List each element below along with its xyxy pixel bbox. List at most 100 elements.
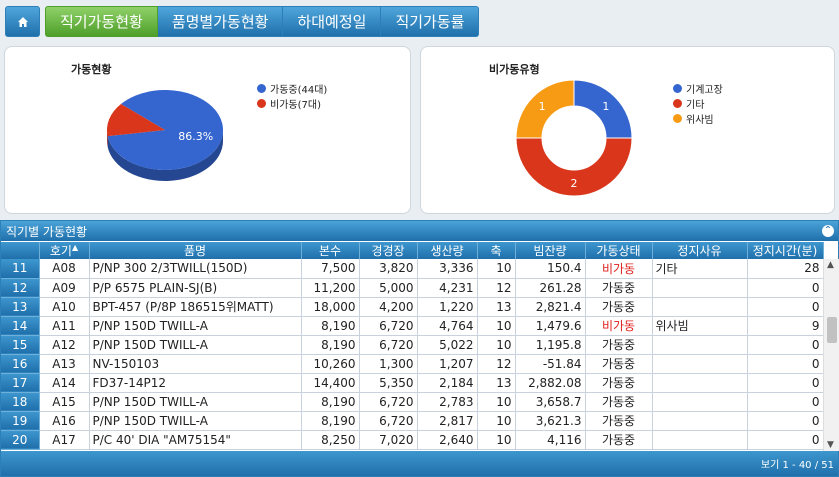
legend-label: 기타 (686, 100, 705, 111)
scroll-up-icon[interactable]: ▲ (827, 260, 834, 270)
table-row[interactable]: 18 A15 P/NP 150D TWILL-A 8,190 6,720 2,783 10 3… (1, 392, 824, 412)
scroll-thumb[interactable] (827, 317, 837, 343)
donut-slice-1[interactable] (515, 137, 633, 197)
cell-stop-time: 28 (747, 259, 824, 279)
downtime-donut-chart: 1 2 1 (515, 79, 633, 197)
table-row[interactable]: 19 A16 P/NP 150D TWILL-A 8,190 6,720 2,817 10 3… (1, 411, 824, 431)
table-row[interactable]: 20 A17 P/C 40' DIA "AM75154" 8,250 7,020 2,64… (1, 430, 824, 450)
tab-loom-rate[interactable]: 직기가동률 (381, 6, 480, 37)
table-row[interactable]: 16 A13 NV-150103 10,260 1,300 1,207 12 -51.84 가동… (1, 354, 824, 374)
page-info: 보기 1 - 40 / 51 (760, 460, 834, 471)
cell-machine: A14 (39, 373, 90, 393)
tab-unload-schedule[interactable]: 하대예정일 (283, 6, 382, 37)
column-header (1, 242, 40, 259)
cell-output: 2,640 (417, 430, 478, 450)
cell-machine: A12 (39, 335, 90, 355)
cell-axis: 13 (477, 373, 516, 393)
cell-product: P/P 6575 PLAIN-SJ(B) (89, 278, 302, 298)
loom-status-grid: 직기별 가동현황 ⌃ 호기▲ 품명 본수 경경장 생산량 축 빔잔량 가동상태 … (0, 220, 839, 477)
sort-asc-icon: ▲ (71, 243, 79, 252)
grid-title-bar: 직기별 가동현황 ⌃ (1, 221, 838, 241)
donut-slice-2[interactable] (515, 79, 575, 139)
home-button[interactable] (5, 6, 40, 37)
pie-slice-0[interactable] (107, 89, 223, 170)
grid-title: 직기별 가동현황 (6, 224, 88, 239)
column-header[interactable]: 정지사유 (652, 242, 748, 259)
cell-product: P/NP 150D TWILL-A (89, 392, 302, 412)
column-header[interactable]: 본수 (301, 242, 360, 259)
column-header-machine[interactable]: 호기▲ (39, 242, 90, 259)
cell-warp-length: 5,000 (359, 278, 418, 298)
cell-stop-time: 0 (747, 430, 824, 450)
cell-beam-left: 2,821.4 (515, 297, 586, 317)
cell-axis: 12 (477, 354, 516, 374)
row-number: 16 (1, 354, 40, 374)
pie-slice-1[interactable] (107, 103, 165, 137)
cell-stop-reason: 기타 (652, 259, 748, 279)
operation-status-panel: 가동현황 86.3% 가동중(44대) 비가동(7대) (4, 46, 411, 214)
legend-item-running: 가동중(44대) (257, 81, 327, 96)
legend-dot (257, 99, 266, 108)
tab-product-status[interactable]: 품명별가동현황 (157, 6, 284, 37)
cell-stop-reason (652, 354, 748, 374)
cell-status: 가동중 (585, 392, 653, 412)
row-number: 12 (1, 278, 40, 298)
cell-axis: 10 (477, 392, 516, 412)
cell-status: 비가동 (585, 316, 653, 336)
cell-stop-reason (652, 392, 748, 412)
cell-status: 가동중 (585, 297, 653, 317)
cell-beam-left: 3,658.7 (515, 392, 586, 412)
cell-axis: 10 (477, 335, 516, 355)
cell-beam-left: 3,621.3 (515, 411, 586, 431)
vertical-scrollbar[interactable]: ▲ ▼ (823, 259, 839, 451)
table-row[interactable]: 17 A14 FD37-14P12 14,400 5,350 2,184 13 2,882.0… (1, 373, 824, 393)
cell-stop-time: 0 (747, 373, 824, 393)
column-header[interactable]: 빔잔량 (515, 242, 586, 259)
cell-status: 가동중 (585, 335, 653, 355)
table-row[interactable]: 11 A08 P/NP 300 2/3TWILL(150D) 7,500 3,820 3,… (1, 259, 824, 279)
legend-dot (257, 84, 266, 93)
cell-warp-length: 1,300 (359, 354, 418, 374)
cell-stop-reason (652, 411, 748, 431)
home-icon (17, 16, 28, 27)
legend-label: 위사빔 (686, 115, 714, 126)
cell-product: P/NP 150D TWILL-A (89, 411, 302, 431)
cell-stop-time: 0 (747, 411, 824, 431)
cell-status: 가동중 (585, 373, 653, 393)
operation-pie-chart: 86.3% (107, 89, 223, 181)
column-header[interactable]: 가동상태 (585, 242, 653, 259)
cell-machine: A15 (39, 392, 90, 412)
tab-loom-status[interactable]: 직기가동현황 (45, 6, 158, 37)
cell-beam-left: 1,195.8 (515, 335, 586, 355)
column-header[interactable]: 경경장 (359, 242, 418, 259)
cell-ends: 8,250 (301, 430, 360, 450)
chart-title: 비가동유형 (489, 63, 540, 76)
table-row[interactable]: 12 A09 P/P 6575 PLAIN-SJ(B) 11,200 5,000 4,23… (1, 278, 824, 298)
downtime-type-panel: 비가동유형 1 2 1 기계고장 기타 위사빔 (420, 46, 835, 214)
column-header[interactable]: 축 (477, 242, 516, 259)
table-row[interactable]: 14 A11 P/NP 150D TWILL-A 8,190 6,720 4,764 10 1… (1, 316, 824, 336)
table-row[interactable]: 15 A12 P/NP 150D TWILL-A 8,190 6,720 5,022 10 1… (1, 335, 824, 355)
cell-status: 가동중 (585, 411, 653, 431)
legend-label: 기계고장 (686, 85, 723, 96)
column-header[interactable]: 품명 (89, 242, 302, 259)
cell-warp-length: 3,820 (359, 259, 418, 279)
cell-warp-length: 6,720 (359, 316, 418, 336)
top-navigation: 직기가동현황 품명별가동현황 하대예정일 직기가동률 (0, 0, 839, 44)
cell-product: BPT-457 (P/8P 186515위MATT) (89, 297, 302, 317)
table-row[interactable]: 13 A10 BPT-457 (P/8P 186515위MATT) 18,000 4,2… (1, 297, 824, 317)
legend-label: 가동중(44대) (270, 85, 328, 96)
cell-ends: 8,190 (301, 411, 360, 431)
legend-item-weft-beam: 위사빔 (673, 111, 723, 126)
cell-machine: A09 (39, 278, 90, 298)
cell-axis: 10 (477, 411, 516, 431)
cell-stop-reason (652, 335, 748, 355)
column-header[interactable]: 생산량 (417, 242, 478, 259)
column-header[interactable]: 정지시간(분) (747, 242, 824, 259)
cell-ends: 8,190 (301, 316, 360, 336)
downtime-legend: 기계고장 기타 위사빔 (673, 81, 723, 126)
collapse-icon[interactable]: ⌃ (822, 225, 834, 237)
scroll-down-icon[interactable]: ▼ (827, 440, 834, 450)
row-number: 11 (1, 259, 40, 279)
cell-beam-left: 1,479.6 (515, 316, 586, 336)
